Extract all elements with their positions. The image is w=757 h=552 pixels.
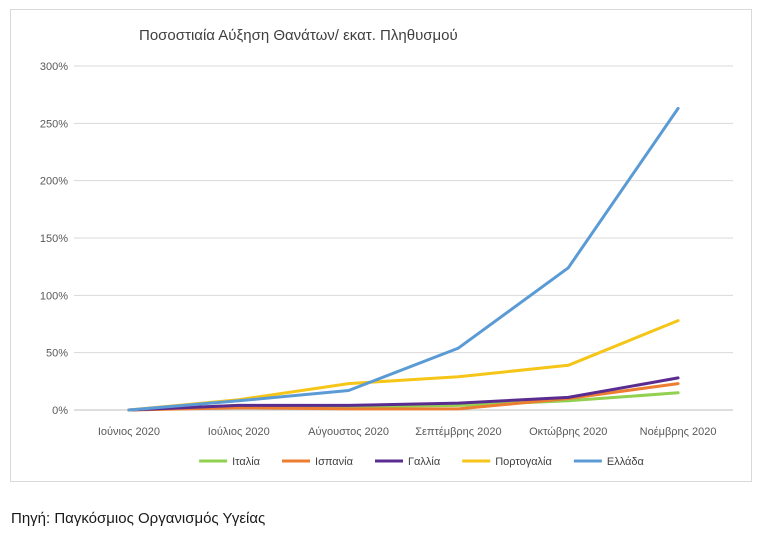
y-tick-label: 200% <box>40 176 68 188</box>
legend-label: Ελλάδα <box>607 456 645 468</box>
legend-label: Γαλλία <box>408 456 441 468</box>
x-tick-label: Ιούνιος 2020 <box>98 426 160 438</box>
series-line <box>127 106 680 412</box>
y-axis-labels: 0% 50% 100% 150% 200% 250% 300% <box>40 61 68 417</box>
series-line <box>127 376 680 412</box>
legend-label: Ιταλία <box>232 456 261 468</box>
y-tick-label: 100% <box>40 290 68 302</box>
y-tick-label: 50% <box>46 348 68 360</box>
y-tick-label: 250% <box>40 118 68 130</box>
y-tick-label: 0% <box>52 405 68 417</box>
y-tick-label: 150% <box>40 233 68 245</box>
series-line <box>127 382 680 412</box>
y-tick-label: 300% <box>40 61 68 73</box>
x-tick-label: Οκτώβρης 2020 <box>529 426 607 438</box>
legend-label: Ισπανία <box>315 456 354 468</box>
line-chart: Ποσοστιαία Αύξηση Θανάτων/ εκατ. Πληθυσμ… <box>40 27 733 468</box>
x-tick-label: Νοέμβρης 2020 <box>640 426 717 438</box>
x-tick-label: Ιούλιος 2020 <box>208 426 270 438</box>
legend-label: Πορτογαλία <box>495 456 552 468</box>
x-tick-label: Αύγουστος 2020 <box>308 426 389 438</box>
legend: Ιταλία Ισπανία Γαλλία Πορτογαλία Ελλάδα <box>199 456 645 468</box>
chart-title: Ποσοστιαία Αύξηση Θανάτων/ εκατ. Πληθυσμ… <box>139 27 458 44</box>
series-line <box>127 319 680 412</box>
source-note: Πηγή: Παγκόσμιος Οργανισμός Υγείας <box>11 510 266 527</box>
chart-frame: Ποσοστιαία Αύξηση Θανάτων/ εκατ. Πληθυσμ… <box>10 9 752 482</box>
gridlines <box>74 65 733 411</box>
x-axis-labels: Ιούνιος 2020 Ιούλιος 2020 Αύγουστος 2020 Σε… <box>98 426 717 438</box>
x-tick-label: Σεπτέμβρης 2020 <box>415 426 501 438</box>
series-lines <box>127 106 680 412</box>
